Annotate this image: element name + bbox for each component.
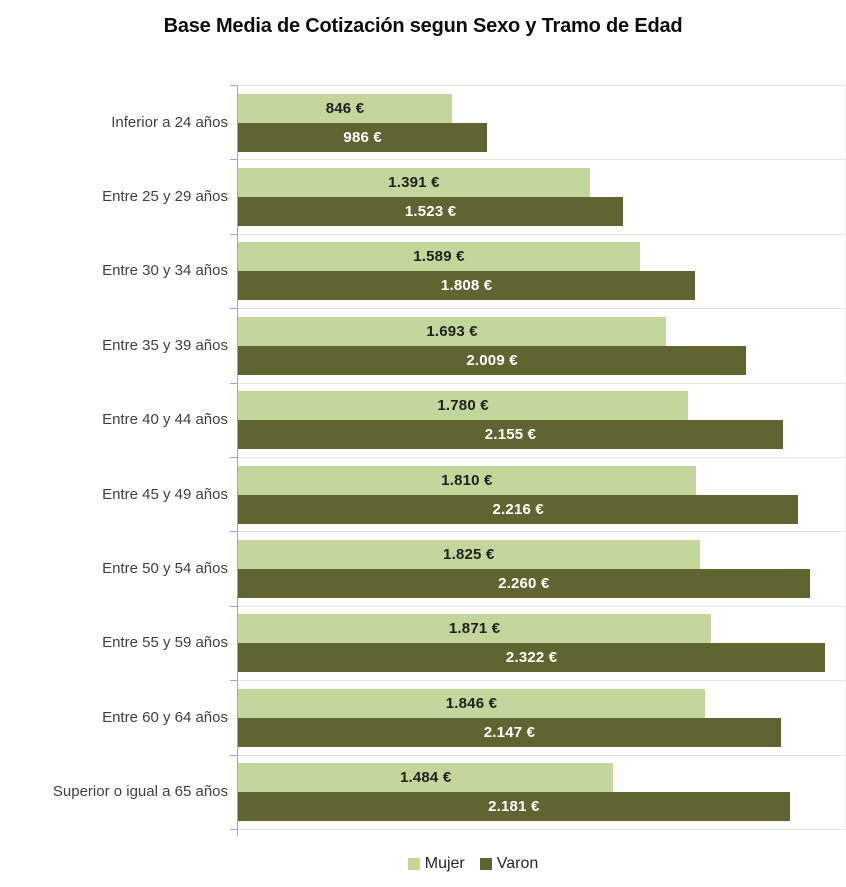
bar-mujer: 1.589 € bbox=[238, 242, 640, 272]
bar-value-label: 1.693 € bbox=[426, 322, 478, 340]
bar-value-label: 1.810 € bbox=[441, 471, 493, 489]
bar-mujer: 1.871 € bbox=[238, 614, 712, 644]
bar-mujer: 1.391 € bbox=[238, 168, 590, 198]
bar-value-label: 1.846 € bbox=[445, 694, 498, 712]
chart-title: Base Media de Cotización segun Sexo y Tr… bbox=[163, 15, 683, 37]
chart-row: 1.780 € 2.155 € bbox=[230, 384, 845, 459]
chart-row: 1.589 € 1.808 € bbox=[230, 235, 845, 310]
bar-value-label: 1.484 € bbox=[399, 769, 452, 787]
category-label: Entre 40 y 44 años bbox=[102, 411, 228, 429]
category-label: Inferior a 24 años bbox=[111, 113, 228, 131]
chart-row: 1.810 € 2.216 € bbox=[230, 458, 845, 533]
bar-value-label: 1.523 € bbox=[404, 203, 457, 221]
chart-row: 1.846 € 2.147 € bbox=[230, 681, 845, 756]
chart-row: 1.871 €2.322 € bbox=[230, 607, 845, 682]
category-label: Entre 60 y 64 años bbox=[102, 708, 228, 726]
bar-value-label: 1.825 € bbox=[443, 546, 495, 564]
bar-varon: 2.147 € bbox=[238, 717, 781, 747]
bar-value-label: 2.322 € bbox=[505, 649, 558, 667]
chart-row: 1.391 € 1.523 € bbox=[230, 160, 845, 236]
bar-varon: 2.009 € bbox=[238, 345, 747, 375]
bar-varon: 2.322 € bbox=[238, 643, 826, 673]
legend-item-varon: Varon bbox=[479, 854, 539, 873]
bar-varon: 2.155 € bbox=[238, 420, 784, 450]
bar-varon: 986 € bbox=[238, 122, 488, 152]
bar-mujer: 1.846 € bbox=[238, 688, 705, 718]
category-label: Entre 55 y 59 años bbox=[102, 634, 228, 652]
chart-row: 1.693 € 2.009 € bbox=[230, 309, 845, 384]
bar-mujer: 1.693 € bbox=[238, 316, 667, 346]
legend-item-mujer: Mujer bbox=[407, 854, 465, 873]
bar-value-label: 1.391 € bbox=[388, 174, 440, 192]
bar-varon: 2.216 € bbox=[238, 494, 799, 524]
bar-mujer: 1.825 € bbox=[238, 540, 700, 570]
bar-value-label: 2.147 € bbox=[483, 723, 536, 741]
bar-value-label: 1.780 € bbox=[437, 397, 489, 415]
bar-value-label: 2.181 € bbox=[488, 798, 540, 816]
bar-value-label: 2.216 € bbox=[492, 500, 544, 518]
category-label: Entre 35 y 39 años bbox=[102, 336, 228, 354]
category-label: Superior o igual a 65 años bbox=[52, 783, 228, 801]
bar-value-label: 1.808 € bbox=[440, 277, 493, 295]
bar-varon: 1.808 € bbox=[238, 271, 696, 301]
chart-row: 1.825 €2.260 € bbox=[230, 532, 845, 608]
bar-value-label: 1.871 € bbox=[448, 620, 501, 638]
category-label: Entre 45 y 49 años bbox=[102, 485, 228, 503]
category-label: Entre 25 y 29 años bbox=[102, 188, 228, 206]
bar-value-label: 846 € bbox=[325, 99, 365, 117]
legend-label: Mujer bbox=[424, 854, 465, 872]
bar-mujer: 846 € bbox=[238, 93, 452, 123]
bar-value-label: 2.155 € bbox=[484, 426, 537, 444]
category-label: Entre 50 y 54 años bbox=[102, 560, 228, 578]
legend-swatch-icon bbox=[479, 857, 492, 870]
bar-value-label: 1.589 € bbox=[413, 248, 465, 266]
bar-value-label: 2.260 € bbox=[498, 575, 550, 593]
chart-row: 1.484 € 2.181 € bbox=[230, 756, 845, 831]
category-label: Entre 30 y 34 años bbox=[102, 262, 228, 280]
category-labels: Inferior a 24 años Entre 25 y 29 años Entr… bbox=[0, 85, 237, 830]
bar-varon: 2.260 € bbox=[238, 569, 810, 599]
bar-mujer: 1.780 € bbox=[238, 391, 689, 421]
bar-value-label: 986 € bbox=[343, 128, 382, 146]
legend: Mujer Varon bbox=[50, 855, 846, 873]
bar-varon: 1.523 € bbox=[238, 197, 624, 227]
bar-mujer: 1.810 € bbox=[238, 465, 696, 495]
plot-wrap: Inferior a 24 años Entre 25 y 29 años Entr… bbox=[0, 85, 846, 836]
bar-value-label: 2.009 € bbox=[466, 351, 518, 369]
bar-varon: 2.181 € bbox=[238, 792, 790, 822]
chart-row: 846 € 986 € bbox=[230, 86, 845, 161]
plot-area: 846 €986 €1.391 €1.523 €1.589 €1.808 €1.… bbox=[230, 85, 846, 836]
legend-label: Varon bbox=[496, 854, 539, 872]
bar-mujer: 1.484 € bbox=[238, 763, 614, 793]
legend-swatch-icon bbox=[407, 857, 420, 870]
